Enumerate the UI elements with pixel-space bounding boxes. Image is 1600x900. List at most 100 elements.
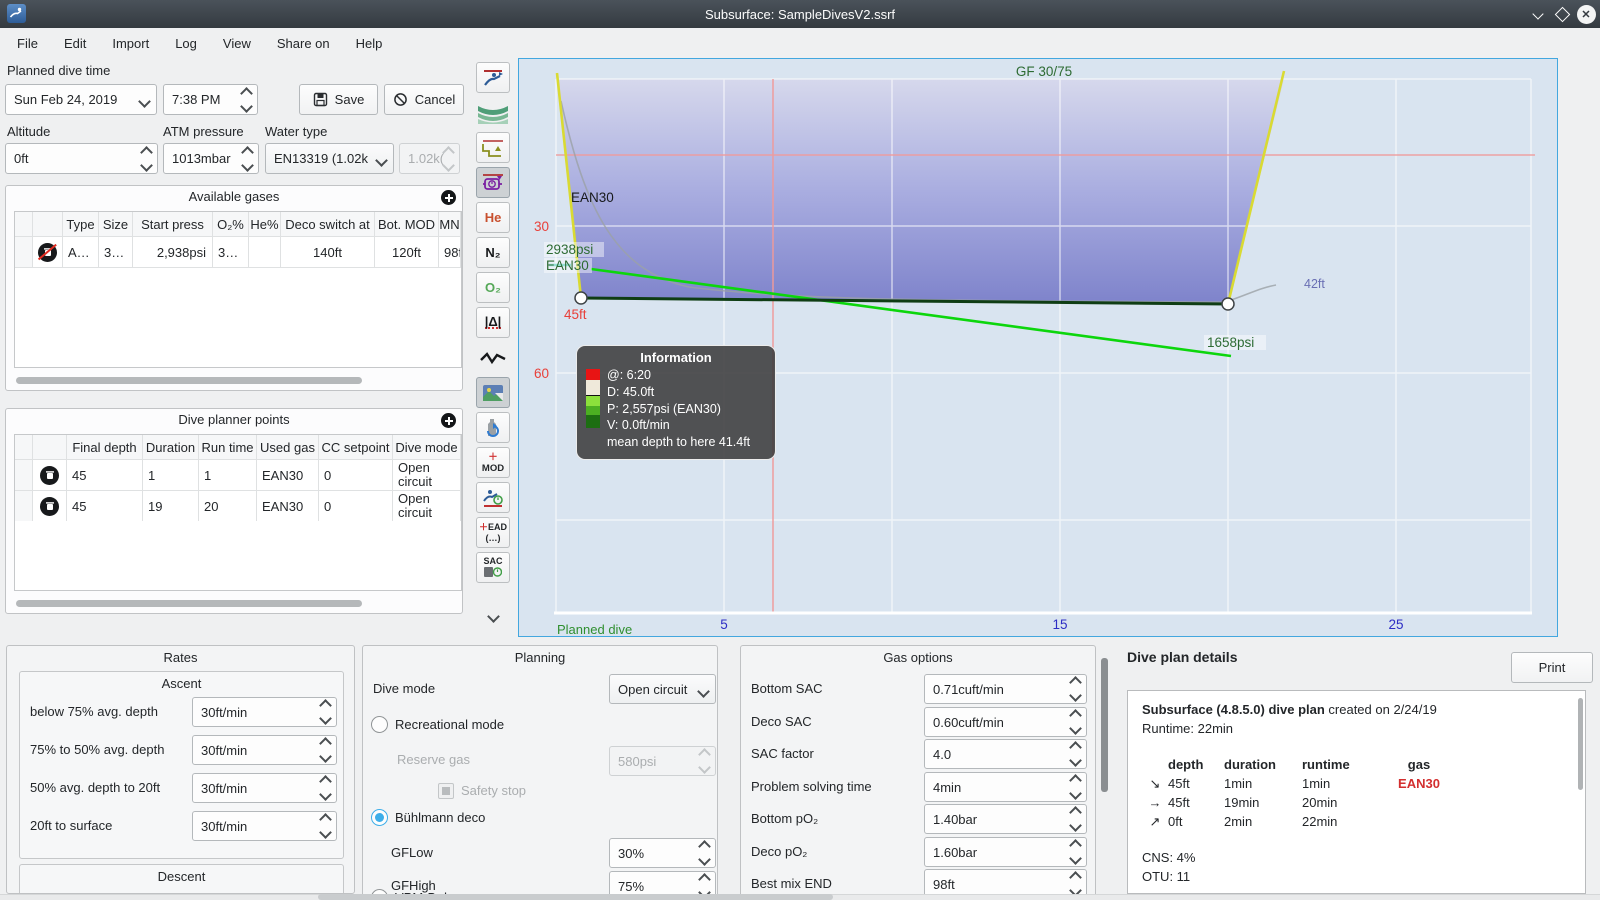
dive-time-spinbox[interactable]: 7:38 PM [163,84,258,115]
col-cc-setpoint[interactable]: CC setpoint [319,435,393,460]
spin-up-icon[interactable] [1069,839,1082,852]
spin-down-icon[interactable] [1069,852,1082,865]
altitude-spinbox[interactable]: 0ft [5,143,158,174]
spin-up-icon[interactable] [319,775,332,788]
col-mnd[interactable]: MN [439,212,461,237]
close-button[interactable]: ✕ [1576,4,1596,24]
ascent-rate-spinbox-4[interactable]: 30ft/min [192,811,337,841]
spin-up-icon[interactable] [1069,676,1082,689]
problem-solving-time-spinbox[interactable]: 4min [924,772,1087,802]
dive-mode-combobox[interactable]: Open circuit [609,674,716,704]
cell-size[interactable]: 3… [99,237,133,268]
deco-sac-spinbox[interactable]: 0.60cuft/min [924,707,1087,737]
point-row[interactable]: 45 1 1 EAN30 0 Open circuit [15,460,461,491]
cell-duration[interactable]: 19 [143,491,199,522]
cell-cc-setpoint[interactable]: 0 [319,460,393,491]
spin-down-icon[interactable] [1069,722,1082,735]
cell-mnd[interactable]: 98f [439,237,461,268]
ascent-rate-spinbox-3[interactable]: 30ft/min [192,773,337,803]
profile-ruler-button[interactable] [476,132,510,163]
cell-start-press[interactable]: 2,938psi [133,237,213,268]
print-button[interactable]: Print [1511,652,1593,683]
atm-pressure-spinbox[interactable]: 1013mbar [163,143,259,174]
gases-hscrollbar[interactable] [16,377,362,384]
spin-down-icon[interactable] [319,788,332,801]
spin-down-icon[interactable] [241,158,254,172]
cell-run-time[interactable]: 20 [199,491,257,522]
bottom-sac-spinbox[interactable]: 0.71cuft/min [924,674,1087,704]
cell-used-gas[interactable]: EAN30 [257,460,319,491]
col-he[interactable]: He% [249,212,281,237]
col-run-time[interactable]: Run time [199,435,257,460]
spin-down-icon[interactable] [698,853,711,866]
planner-button[interactable] [476,167,510,198]
bottom-po2-spinbox[interactable]: 1.40bar [924,804,1087,834]
toggle-ndl-tts-button[interactable] [476,482,510,513]
spin-down-icon[interactable] [1069,819,1082,832]
spin-up-icon[interactable] [319,737,332,750]
spin-down-icon[interactable] [319,750,332,763]
col-type[interactable]: Type [63,212,99,237]
spin-down-icon[interactable] [319,712,332,725]
cell-final-depth[interactable]: 45 [67,460,143,491]
menu-edit[interactable]: Edit [63,35,87,51]
deco-po2-spinbox[interactable]: 1.60bar [924,837,1087,867]
toggle-sac-button[interactable]: SAC [476,552,510,583]
spin-up-icon[interactable] [1069,774,1082,787]
ascent-rate-spinbox-1[interactable]: 30ft/min [192,697,337,727]
dive-mode-button[interactable] [476,62,510,93]
recreational-mode-radio[interactable] [371,716,388,733]
menu-share-on[interactable]: Share on [276,35,330,51]
cell-dive-mode[interactable]: Open circuit [393,460,461,491]
cell-he[interactable] [249,237,281,268]
col-start-press[interactable]: Start press [133,212,213,237]
menu-log[interactable]: Log [175,35,197,51]
cell-used-gas[interactable]: EAN30 [257,491,319,522]
cancel-button[interactable]: Cancel [384,84,464,115]
add-point-button[interactable] [441,413,456,428]
spin-down-icon[interactable] [140,158,153,172]
bottom-scroll-handle[interactable] [318,894,833,900]
col-dive-mode[interactable]: Dive mode [393,435,461,460]
waypoint-handle[interactable] [1221,297,1235,311]
point-row[interactable]: 45 19 20 EAN30 0 Open circuit [15,491,461,522]
toggle-mod-button[interactable]: ＋ MOD [476,447,510,478]
spin-up-icon[interactable] [1069,741,1082,754]
spin-up-icon[interactable] [140,145,153,159]
col-final-depth[interactable]: Final depth [67,435,143,460]
spin-down-icon[interactable] [1069,689,1082,702]
maximize-button[interactable] [1552,4,1572,24]
menu-import[interactable]: Import [112,35,150,51]
col-o2[interactable]: O₂% [213,212,249,237]
toggle-photos-button[interactable] [476,377,510,408]
cell-type[interactable]: A… [63,237,99,268]
spin-up-icon[interactable] [698,840,711,853]
menu-view[interactable]: View [222,35,251,51]
spin-down-icon[interactable] [1069,787,1082,800]
col-used-gas[interactable]: Used gas [257,435,319,460]
toggle-heartrate-button[interactable] [476,342,510,373]
save-button[interactable]: Save [299,84,378,115]
delete-gas-button[interactable] [37,242,58,262]
cell-deco-switch[interactable]: 140ft [281,237,375,268]
sac-factor-spinbox[interactable]: 4.0 [924,739,1087,769]
spin-down-icon[interactable] [1069,754,1082,767]
waypoint-handle[interactable] [574,291,588,305]
spin-up-icon[interactable] [319,699,332,712]
toggle-he-button[interactable]: He [476,202,510,233]
dive-profile-chart[interactable]: GF 30/75 30 60 EAN30 2938psi EAN30 45ft … [518,58,1558,637]
gflow-spinbox[interactable]: 30% [609,838,716,868]
plan-notes-vscrollbar[interactable] [1578,698,1583,790]
cell-bot-mod[interactable]: 120ft [375,237,439,268]
spin-up-icon[interactable] [1069,709,1082,722]
minimize-button[interactable] [1528,4,1548,24]
toggle-tank-bar-button[interactable] [476,412,510,443]
menu-help[interactable]: Help [355,35,383,51]
delete-point-button[interactable] [40,496,59,516]
water-type-combobox[interactable]: EN13319 (1.02k [265,143,394,174]
buhlmann-deco-radio[interactable] [371,809,388,826]
cell-o2[interactable]: 3… [213,237,249,268]
options-vscrollbar[interactable] [1101,658,1108,792]
spin-up-icon[interactable] [241,145,254,159]
col-bot-mod[interactable]: Bot. MOD [375,212,439,237]
